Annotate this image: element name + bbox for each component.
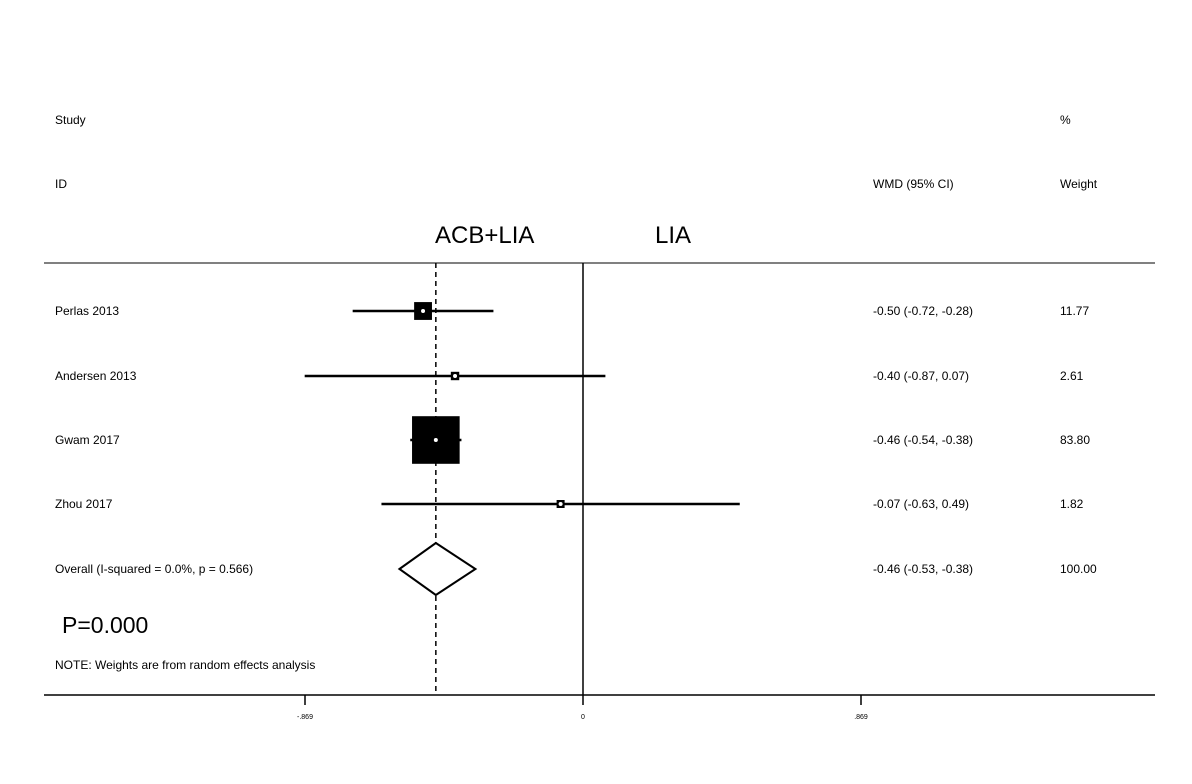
- study-weight: 83.80: [1060, 433, 1091, 447]
- study-label: Zhou 2017: [55, 497, 113, 511]
- study-effect-ci: -0.40 (-0.87, 0.07): [873, 369, 970, 383]
- overall-weight: 100.00: [1060, 562, 1097, 576]
- header-weight: Weight: [1060, 177, 1098, 191]
- study-label: Andersen 2013: [55, 369, 137, 383]
- header-study: Study: [55, 113, 86, 127]
- weights-note: NOTE: Weights are from random effects an…: [55, 658, 316, 672]
- study-weight: 1.82: [1060, 497, 1084, 511]
- header-percent: %: [1060, 113, 1071, 127]
- study-point-estimate: [432, 437, 439, 443]
- study-weight: 11.77: [1060, 304, 1090, 318]
- study-label: Perlas 2013: [55, 304, 120, 318]
- study-effect-ci: -0.50 (-0.72, -0.28): [873, 304, 974, 318]
- x-tick-label: 0: [581, 714, 585, 721]
- overall-diamond: [397, 541, 478, 597]
- study-point-estimate: [420, 308, 427, 314]
- study-effect-ci: -0.46 (-0.54, -0.38): [873, 433, 974, 447]
- header-id: ID: [55, 177, 67, 191]
- study-point-estimate: [557, 501, 564, 507]
- x-tick-label: -.869: [297, 714, 313, 721]
- p-value: P=0.000: [62, 612, 149, 638]
- study-label: Gwam 2017: [55, 433, 120, 447]
- overall-effect-ci: -0.46 (-0.53, -0.38): [873, 562, 974, 576]
- header-effect: WMD (95% CI): [873, 177, 954, 191]
- study-effect-ci: -0.07 (-0.63, 0.49): [873, 497, 970, 511]
- study-point-estimate: [452, 373, 459, 379]
- group-label-left: ACB+LIA: [435, 222, 535, 249]
- study-weight: 2.61: [1060, 369, 1084, 383]
- overall-label: Overall (I-squared = 0.0%, p = 0.566): [55, 562, 254, 576]
- group-label-right: LIA: [655, 222, 692, 249]
- x-tick-label: .869: [854, 714, 868, 721]
